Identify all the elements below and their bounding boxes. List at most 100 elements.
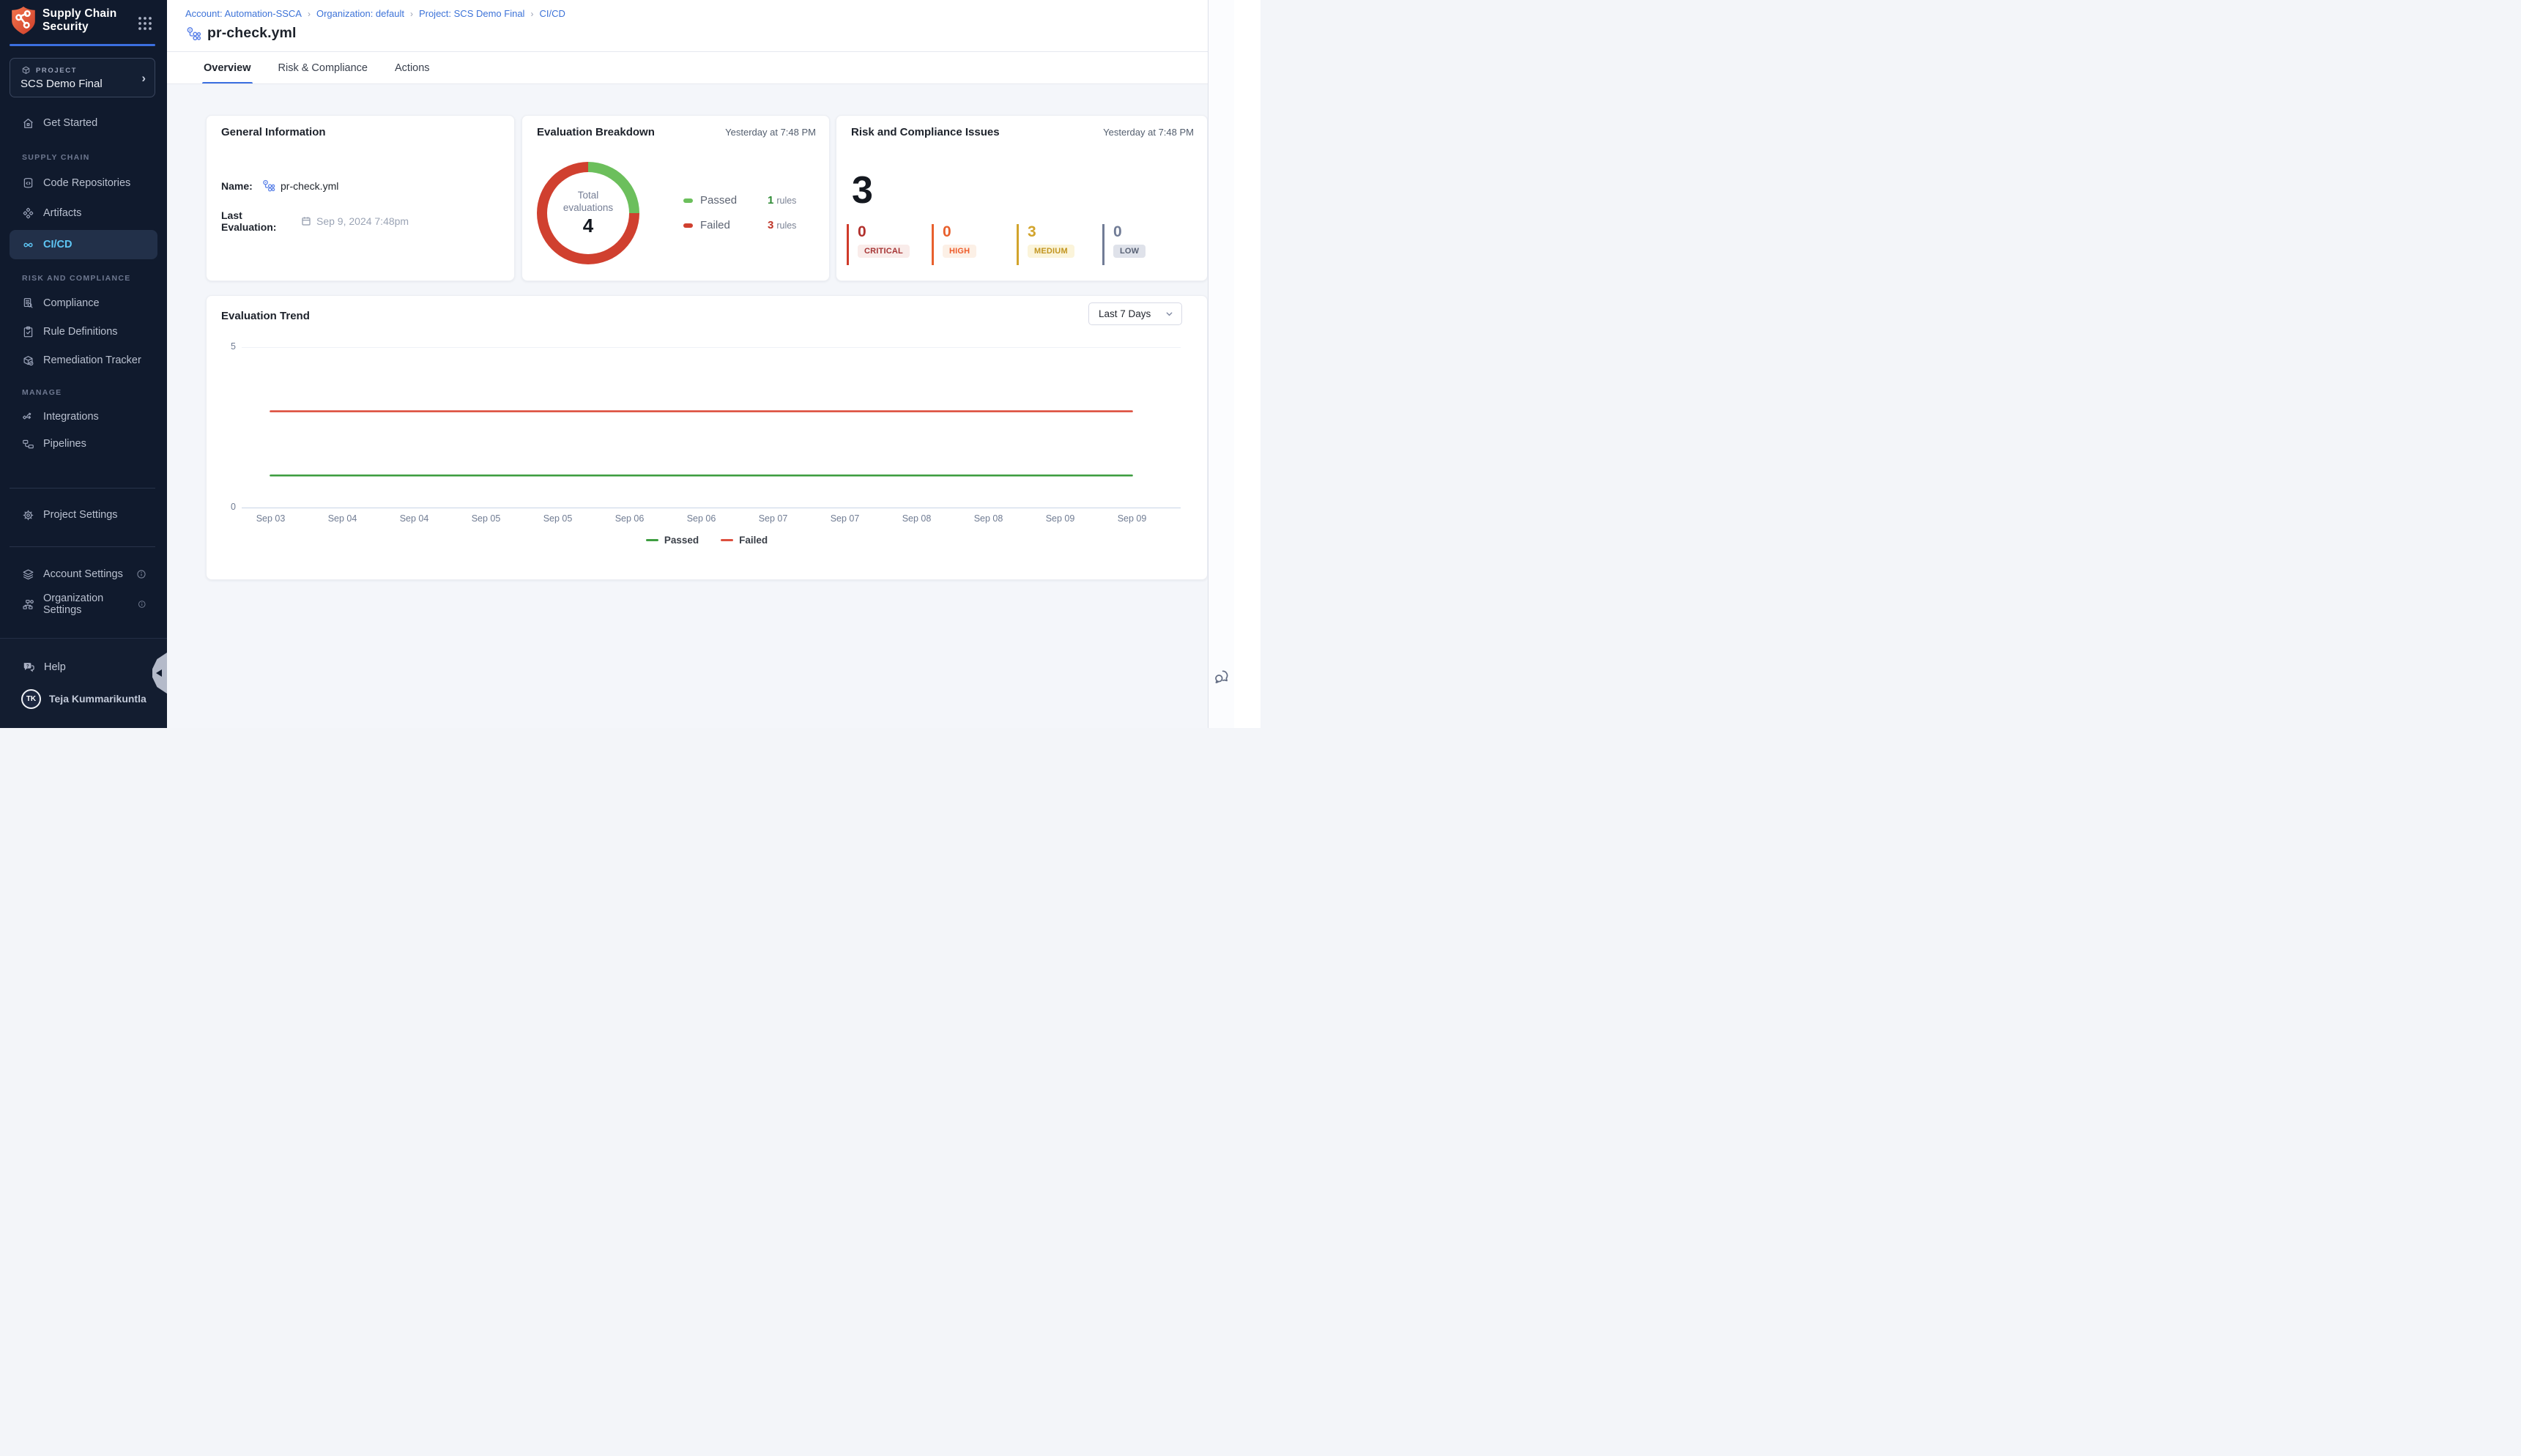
risk-compliance-issues-card: Risk and Compliance Issues Yesterday at … (836, 115, 1208, 281)
integrations-icon (21, 410, 35, 424)
layers-icon (21, 568, 35, 582)
breadcrumb-account[interactable]: Account: Automation-SSCA (185, 8, 302, 19)
help-label: Help (44, 661, 66, 673)
help-chat-icon: ? (21, 660, 36, 675)
app-switcher-grid-icon[interactable] (136, 15, 154, 32)
right-utility-rail (1208, 0, 1234, 728)
critical-badge: CRITICAL (858, 245, 910, 258)
legend-row-failed: Failed 3 rules (683, 219, 815, 231)
svg-text:?: ? (26, 664, 29, 669)
passed-rules-count: 1 (768, 194, 773, 207)
info-icon[interactable] (135, 568, 147, 580)
failed-legend-label: Failed (700, 219, 751, 231)
sidebar-item-rule-definitions[interactable]: Rule Definitions (10, 317, 157, 346)
section-risk-and-compliance: RISK AND COMPLIANCE (22, 274, 131, 283)
trend-lines (242, 296, 1181, 516)
pipeline-icon (261, 179, 275, 193)
sidebar-item-label: Rule Definitions (43, 326, 118, 338)
tab-actions[interactable]: Actions (393, 52, 431, 84)
severity-tile-medium: 3 MEDIUM (1017, 224, 1074, 265)
failed-legend-swatch (683, 223, 693, 228)
high-badge: HIGH (943, 245, 976, 258)
rules-unit: rules (776, 220, 796, 231)
sidebar-item-code-repositories[interactable]: Code Repositories (10, 168, 157, 198)
severity-tile-critical: 0 CRITICAL (847, 224, 910, 265)
donut-total-value: 4 (583, 215, 593, 237)
sidebar-footer: ? Help TK Teja Kummarikuntla (0, 638, 167, 728)
sidebar-item-remediation-tracker[interactable]: Remediation Tracker (10, 346, 157, 375)
failed-line-swatch (721, 539, 733, 541)
breadcrumb: Account: Automation-SSCA › Organization: … (185, 8, 565, 19)
sidebar-item-label: Organization Settings (43, 593, 129, 616)
sidebar-item-get-started[interactable]: Get Started (10, 108, 157, 138)
last-evaluation-row: Last Evaluation: Sep 9, 2024 7:48pm (221, 209, 409, 233)
trend-legend: Passed Failed (207, 535, 1207, 546)
breadcrumb-cicd[interactable]: CI/CD (539, 8, 565, 19)
user-name: Teja Kummarikuntla (49, 693, 146, 705)
app-logo: Supply Chain Security (11, 6, 116, 35)
sidebar-item-label: Pipelines (43, 438, 86, 450)
project-name: SCS Demo Final (21, 78, 103, 90)
general-information-card: General Information Name: pr-check.yml L… (206, 115, 515, 281)
passed-line-swatch (646, 539, 658, 541)
section-manage: MANAGE (22, 388, 62, 397)
legend-passed: Passed (646, 535, 699, 546)
compliance-doc-icon (21, 297, 35, 311)
timestamp: Yesterday at 7:48 PM (1103, 127, 1194, 138)
chevron-right-icon: › (410, 9, 413, 19)
card-title: Risk and Compliance Issues (851, 126, 1000, 138)
divider (10, 488, 155, 489)
medium-count: 3 (1028, 224, 1074, 240)
info-icon[interactable] (137, 598, 147, 610)
donut-center: Total evaluations 4 (547, 172, 629, 254)
sidebar-item-label: Compliance (43, 297, 100, 309)
breadcrumb-project[interactable]: Project: SCS Demo Final (419, 8, 525, 19)
sidebar-item-label: CI/CD (43, 239, 72, 250)
pipeline-icon (185, 26, 201, 42)
remediation-box-icon (21, 354, 35, 368)
divider (10, 546, 155, 547)
tab-overview[interactable]: Overview (202, 52, 253, 84)
y-axis-label: 5 (214, 341, 236, 352)
tab-risk-compliance[interactable]: Risk & Compliance (277, 52, 370, 84)
gear-icon (21, 508, 35, 522)
app-name: Supply Chain Security (42, 7, 116, 34)
org-settings-icon (21, 598, 35, 612)
code-repository-icon (21, 177, 35, 190)
legend-failed: Failed (721, 535, 768, 546)
user-menu[interactable]: TK Teja Kummarikuntla (10, 684, 157, 713)
sidebar-item-compliance[interactable]: Compliance (10, 289, 157, 318)
app-window: Supply Chain Security PROJECT SCS Demo F… (0, 0, 1260, 728)
severity-tile-high: 0 HIGH (932, 224, 976, 265)
sidebar-item-organization-settings[interactable]: Organization Settings (10, 590, 157, 619)
card-title: Evaluation Breakdown (537, 126, 655, 138)
sidebar-item-label: Artifacts (43, 207, 81, 219)
chevron-right-icon: › (308, 9, 311, 19)
sidebar-item-label: Get Started (43, 117, 97, 129)
sidebar-item-label: Integrations (43, 411, 99, 423)
sidebar-item-integrations[interactable]: Integrations (10, 402, 157, 431)
chevron-right-icon: › (141, 71, 146, 86)
sidebar-item-project-settings[interactable]: Project Settings (10, 500, 157, 530)
page-title-row: pr-check.yml (185, 25, 297, 42)
sidebar-item-label: Account Settings (43, 568, 123, 580)
timestamp: Yesterday at 7:48 PM (725, 127, 816, 138)
home-icon (21, 116, 35, 130)
card-title: General Information (221, 126, 326, 138)
chat-support-icon[interactable] (1213, 668, 1230, 686)
sidebar-item-artifacts[interactable]: Artifacts (10, 198, 157, 228)
supply-chain-security-logo-icon (11, 6, 36, 35)
sidebar-item-account-settings[interactable]: Account Settings (10, 560, 157, 589)
sidebar-accent-rule (10, 44, 155, 46)
content-area: General Information Name: pr-check.yml L… (167, 84, 1234, 728)
low-count: 0 (1113, 224, 1146, 240)
breadcrumb-organization[interactable]: Organization: default (316, 8, 404, 19)
help-button[interactable]: ? Help (10, 653, 157, 682)
sidebar-item-pipelines[interactable]: Pipelines (10, 429, 157, 458)
name-value: pr-check.yml (281, 180, 338, 192)
sidebar-item-label: Remediation Tracker (43, 354, 141, 366)
last-evaluation-label: Last Evaluation: (221, 209, 300, 233)
sidebar-item-label: Project Settings (43, 509, 118, 521)
project-selector[interactable]: PROJECT SCS Demo Final › (10, 58, 155, 97)
sidebar-item-cicd[interactable]: CI/CD (10, 230, 157, 259)
